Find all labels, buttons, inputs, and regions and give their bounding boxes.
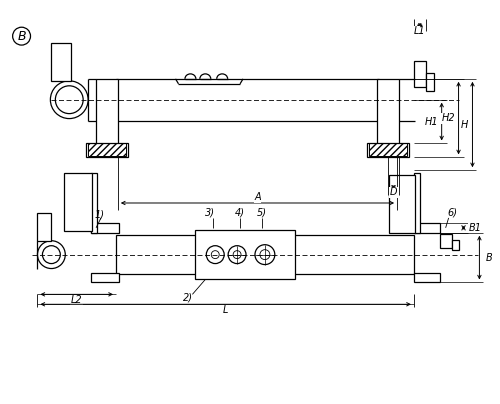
Bar bbox=[64, 173, 92, 231]
Bar bbox=[414, 223, 440, 233]
Text: 1): 1) bbox=[94, 210, 104, 220]
Bar bbox=[414, 61, 426, 87]
Bar bbox=[116, 79, 379, 120]
Bar bbox=[86, 143, 128, 157]
Bar bbox=[452, 240, 458, 250]
Text: L1: L1 bbox=[414, 26, 426, 36]
Bar bbox=[377, 79, 399, 155]
Bar bbox=[389, 175, 415, 233]
Text: 3): 3) bbox=[206, 208, 216, 218]
Bar bbox=[440, 234, 452, 248]
Bar bbox=[52, 43, 71, 81]
Bar bbox=[91, 173, 97, 233]
Text: 2): 2) bbox=[184, 292, 194, 302]
Text: B1: B1 bbox=[469, 223, 482, 233]
Text: A: A bbox=[254, 192, 261, 202]
Bar bbox=[196, 230, 294, 280]
Text: 4): 4) bbox=[235, 208, 245, 218]
Text: L2: L2 bbox=[71, 295, 83, 305]
Text: L: L bbox=[223, 305, 228, 315]
Text: B: B bbox=[486, 252, 492, 263]
Bar bbox=[88, 143, 126, 156]
Text: B: B bbox=[18, 29, 26, 43]
Bar bbox=[116, 235, 414, 274]
Bar bbox=[91, 273, 119, 282]
Text: 6): 6) bbox=[448, 208, 458, 218]
Bar bbox=[426, 73, 434, 91]
Bar bbox=[414, 173, 420, 233]
Text: H: H bbox=[461, 120, 468, 130]
Bar bbox=[96, 79, 118, 155]
Text: H2: H2 bbox=[442, 113, 456, 123]
Text: 5): 5) bbox=[257, 208, 267, 218]
Bar bbox=[367, 143, 409, 157]
Text: H1: H1 bbox=[425, 117, 438, 126]
Bar bbox=[414, 273, 440, 282]
Bar bbox=[91, 223, 119, 233]
Text: D: D bbox=[390, 187, 398, 197]
Bar bbox=[369, 143, 407, 156]
Bar bbox=[38, 213, 52, 241]
